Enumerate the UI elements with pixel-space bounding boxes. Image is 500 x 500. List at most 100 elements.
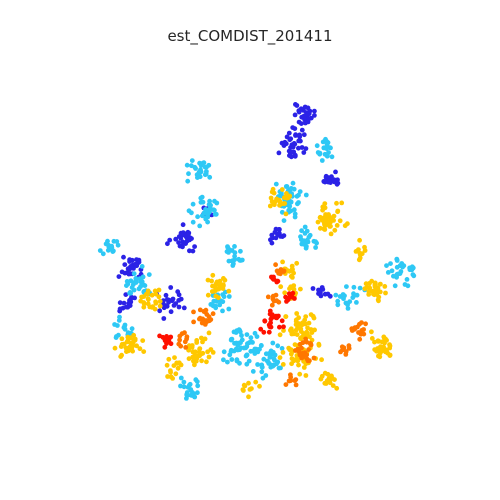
map-dot-class-3	[330, 383, 336, 388]
map-dot-class-1	[181, 305, 187, 311]
map-dot-class-2	[225, 359, 230, 365]
map-dot-class-3	[145, 291, 151, 297]
map-dot-class-4	[274, 268, 280, 274]
map-dot-class-2	[229, 357, 235, 362]
map-dot-class-3	[206, 330, 212, 336]
map-dot-class-2	[313, 245, 318, 250]
map-dot-class-3	[331, 213, 337, 219]
map-dot-class-2	[210, 303, 216, 309]
map-dot-class-4	[304, 339, 310, 345]
map-dot-class-2	[192, 164, 198, 170]
map-dot-class-3	[210, 350, 216, 355]
map-dot-class-1	[164, 303, 170, 309]
map-dot-class-2	[267, 353, 273, 359]
map-dot-class-2	[389, 268, 395, 274]
map-dot-class-2	[122, 326, 128, 332]
map-dot-class-3	[216, 286, 222, 292]
map-dot-class-2	[195, 214, 201, 220]
map-dot-class-2	[274, 361, 279, 367]
map-dot-class-3	[303, 314, 309, 319]
map-dot-class-4	[204, 312, 210, 317]
map-dot-class-5	[261, 329, 267, 335]
map-dot-class-2	[301, 241, 307, 247]
map-dot-class-2	[326, 150, 331, 155]
map-dot-class-2	[184, 391, 190, 397]
map-dot-class-3	[190, 349, 196, 355]
map-dot-class-2	[136, 286, 142, 292]
map-dot-class-1	[279, 140, 285, 146]
map-dot-class-2	[189, 158, 195, 164]
map-dot-class-2	[129, 326, 135, 332]
map-dot-class-1	[292, 112, 298, 118]
map-dot-class-3	[383, 349, 388, 355]
map-dot-class-3	[173, 371, 179, 377]
map-dot-class-2	[307, 232, 313, 238]
map-dot-class-2	[351, 284, 357, 290]
map-dot-class-3	[212, 288, 218, 294]
map-dot-class-2	[292, 214, 298, 220]
map-dot-class-3	[194, 338, 200, 343]
map-dot-class-2	[195, 390, 200, 396]
map-dot-class-3	[168, 374, 174, 380]
map-dot-class-3	[345, 221, 350, 227]
map-dot-class-3	[270, 186, 276, 192]
map-dot-class-3	[310, 313, 316, 319]
map-dot-class-2	[313, 239, 318, 245]
map-dot-class-2	[245, 341, 250, 347]
map-dot-class-1	[121, 254, 126, 260]
map-dot-class-3	[301, 365, 307, 370]
map-dot-class-3	[282, 290, 288, 296]
map-dot-class-2	[228, 337, 234, 342]
map-dot-class-2	[106, 242, 111, 248]
map-dot-class-2	[329, 154, 335, 160]
map-dot-class-3	[356, 247, 361, 253]
map-dot-class-2	[187, 382, 192, 388]
map-dot-class-3	[369, 278, 375, 284]
map-dot-class-3	[119, 336, 125, 342]
map-dot-class-3	[206, 354, 212, 360]
map-dot-class-3	[289, 331, 295, 337]
map-dot-class-3	[280, 259, 285, 265]
map-dot-class-3	[367, 285, 373, 291]
map-dot-class-2	[178, 383, 183, 389]
map-dot-class-2	[305, 239, 311, 245]
map-dot-class-2	[271, 356, 277, 362]
map-dot-class-3	[315, 219, 321, 225]
map-dot-class-3	[319, 357, 324, 363]
map-dot-class-2	[260, 375, 266, 381]
map-dot-class-2	[188, 387, 194, 393]
map-dot-class-3	[171, 363, 177, 368]
map-dot-class-2	[226, 250, 231, 255]
map-dot-class-2	[388, 261, 393, 266]
map-dot-class-3	[192, 362, 197, 368]
map-dot-class-3	[190, 354, 196, 360]
map-dot-class-4	[176, 341, 182, 347]
map-dot-class-1	[180, 244, 185, 250]
map-dot-class-3	[152, 306, 158, 312]
map-dot-class-1	[170, 296, 176, 302]
map-dot-class-1	[165, 241, 170, 247]
map-dot-class-3	[281, 328, 286, 333]
map-dot-class-2	[258, 343, 264, 348]
map-dot-class-3	[357, 250, 363, 256]
map-dot-class-3	[130, 348, 136, 354]
map-dot-class-2	[272, 352, 278, 358]
map-dot-class-1	[122, 270, 128, 276]
map-dot-class-2	[232, 257, 237, 263]
map-dot-class-3	[226, 288, 232, 294]
map-dot-class-2	[244, 352, 250, 358]
map-dot-class-3	[377, 281, 383, 287]
map-dot-class-2	[181, 379, 187, 385]
map-dot-class-4	[201, 309, 207, 314]
map-dot-class-1	[321, 179, 327, 184]
map-dot-class-3	[165, 374, 171, 379]
map-dot-class-2	[335, 302, 341, 308]
map-dot-class-2	[226, 306, 232, 312]
map-dot-class-4	[308, 342, 314, 348]
map-dot-class-2	[283, 184, 289, 189]
map-dot-class-2	[214, 200, 220, 206]
map-dot-class-2	[404, 277, 410, 282]
map-dot-class-2	[238, 248, 243, 254]
map-dot-class-2	[394, 272, 400, 277]
map-dot-class-2	[344, 284, 349, 289]
